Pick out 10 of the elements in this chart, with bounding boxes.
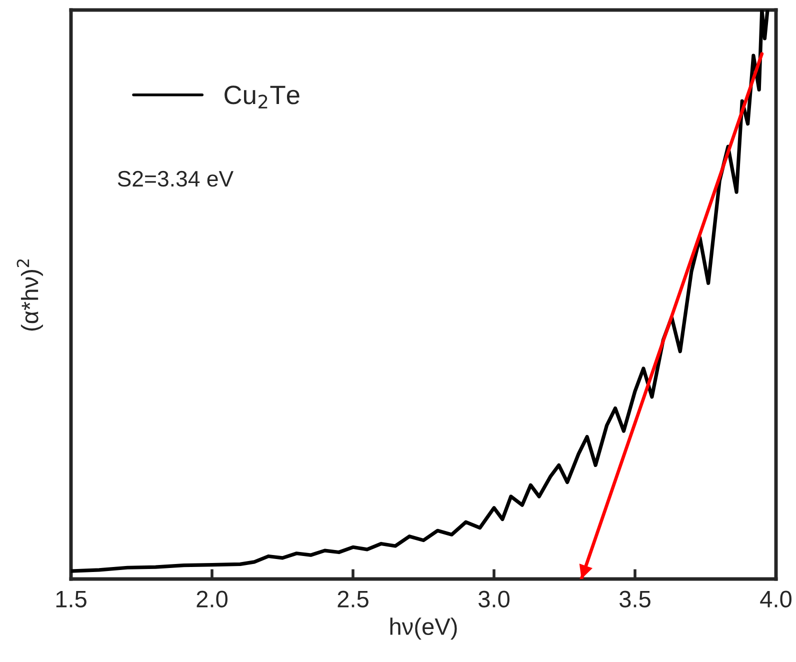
x-tick-label: 3.0 bbox=[478, 590, 510, 608]
x-tick-label: 3.5 bbox=[619, 590, 650, 608]
x-tick-label: 2.5 bbox=[338, 590, 368, 608]
x-axis-title: hν(eV) bbox=[390, 618, 457, 640]
legend-label: Cu$_{2}$Te bbox=[224, 86, 300, 108]
x-tick-label: 2.0 bbox=[196, 590, 228, 608]
y-axis-title: (α*hν)$^{2}$ bbox=[16, 259, 43, 331]
x-tick-label: 4.0 bbox=[760, 590, 792, 608]
annotation: S2=3.34 eV bbox=[118, 170, 234, 187]
x-tick-label: 1.5 bbox=[56, 590, 86, 608]
